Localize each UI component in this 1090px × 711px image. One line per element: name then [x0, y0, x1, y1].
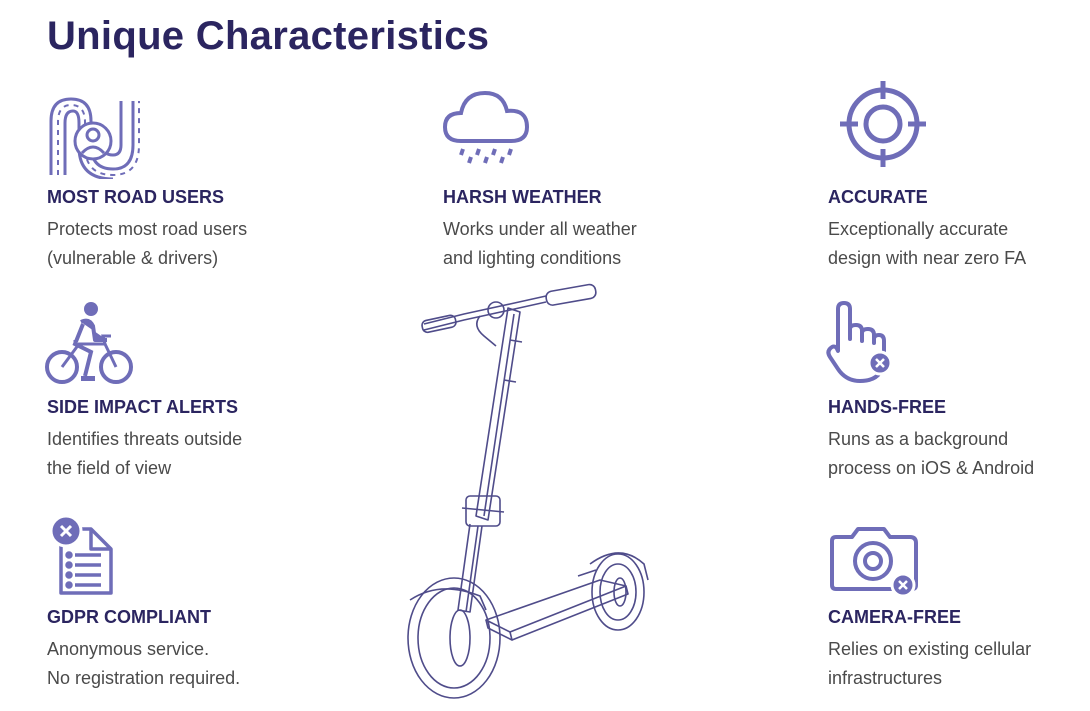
feature-title: HARSH WEATHER: [443, 187, 602, 207]
crosshair-icon: [838, 81, 928, 167]
camera-icon: [828, 525, 920, 601]
cyclist-icon: [45, 300, 135, 386]
feature-title: ACCURATE: [828, 187, 928, 207]
feature-title: MOST ROAD USERS: [47, 187, 225, 207]
feature-description: Identifies threats outside the field of …: [47, 429, 243, 478]
hand-pointer-icon: [826, 301, 896, 387]
feature-description: Exceptionally accurate design with near …: [828, 219, 1027, 268]
rain-cloud-icon: [441, 83, 533, 165]
road-user-icon: [45, 91, 141, 179]
feature-title: CAMERA-FREE: [828, 607, 961, 627]
document-icon: [47, 513, 117, 597]
feature-description: Works under all weather and lighting con…: [443, 219, 637, 268]
feature-description: Anonymous service. No registration requi…: [47, 639, 241, 688]
feature-title: GDPR COMPLIANT: [47, 607, 211, 627]
feature-description: Runs as a background process on iOS & An…: [828, 429, 1035, 478]
feature-description: Protects most road users (vulnerable & d…: [47, 219, 248, 268]
feature-title: SIDE IMPACT ALERTS: [47, 397, 239, 417]
scooter-illustration: [400, 280, 660, 710]
page-title: Unique Characteristics: [47, 14, 490, 58]
feature-description: Relies on existing cellular infrastructu…: [828, 639, 1032, 688]
feature-title: HANDS-FREE: [828, 397, 947, 417]
